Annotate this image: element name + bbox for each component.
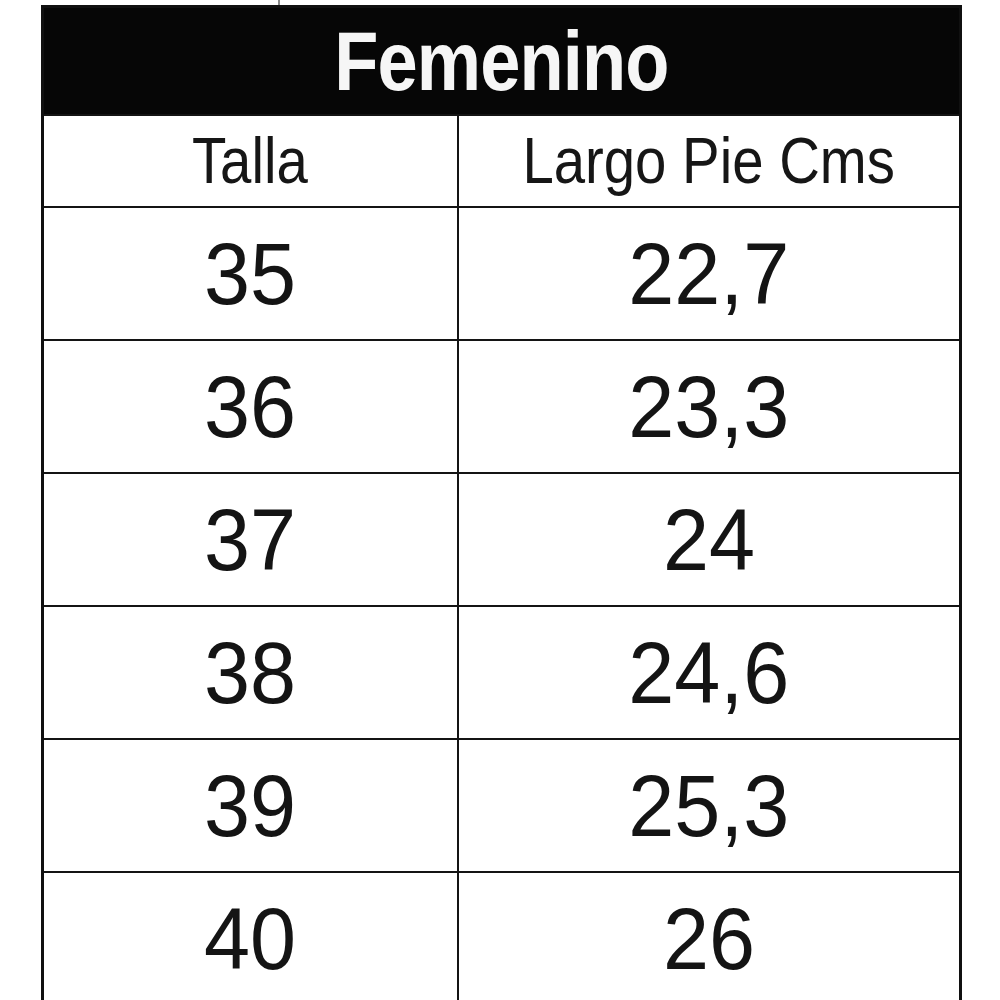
size-cell: 37 (43, 473, 458, 606)
length-cell: 24,6 (458, 606, 961, 739)
length-cell: 23,3 (458, 340, 961, 473)
table-row: 39 25,3 (43, 739, 961, 872)
size-cell: 38 (43, 606, 458, 739)
length-cell: 24 (458, 473, 961, 606)
size-cell: 36 (43, 340, 458, 473)
length-cell: 26 (458, 872, 961, 1000)
table-row: 36 23,3 (43, 340, 961, 473)
table-title-row: Femenino (43, 7, 961, 116)
column-header-largo-pie-cms: Largo Pie Cms (458, 115, 961, 207)
length-cell: 22,7 (458, 207, 961, 340)
table-row: 40 26 (43, 872, 961, 1000)
column-header-talla: Talla (43, 115, 458, 207)
page-background: Femenino Talla Largo Pie Cms 35 22,7 (0, 0, 1000, 1000)
size-cell: 39 (43, 739, 458, 872)
table-row: 37 24 (43, 473, 961, 606)
table-title: Femenino (43, 7, 961, 116)
table-title-text: Femenino (334, 13, 668, 110)
table-row: 38 24,6 (43, 606, 961, 739)
table-row: 35 22,7 (43, 207, 961, 340)
size-cell: 35 (43, 207, 458, 340)
length-cell: 25,3 (458, 739, 961, 872)
table-header-row: Talla Largo Pie Cms (43, 115, 961, 207)
size-chart-table: Femenino Talla Largo Pie Cms 35 22,7 (41, 5, 962, 1000)
size-cell: 40 (43, 872, 458, 1000)
